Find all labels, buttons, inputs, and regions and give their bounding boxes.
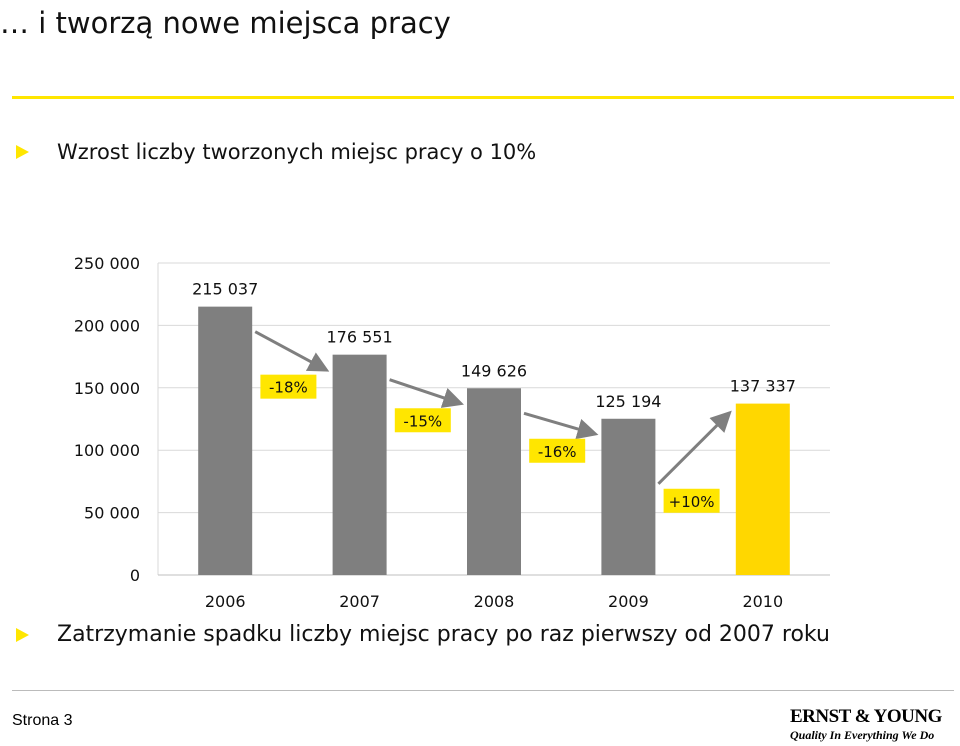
change-badge: [529, 438, 586, 463]
x-category-label: 2010: [742, 592, 783, 611]
bar-2007: [332, 354, 387, 575]
y-tick-label: 200 000: [74, 316, 140, 335]
logo-wordmark: ERNST & YOUNG: [790, 706, 942, 727]
y-tick-label: 100 000: [74, 441, 140, 460]
y-tick-label: 150 000: [74, 379, 140, 398]
bar-2006: [198, 306, 253, 575]
change-badge: [260, 374, 317, 399]
change-percent-label: -18%: [269, 379, 308, 397]
title-underline: [12, 96, 954, 99]
bar-2010: [735, 403, 790, 575]
x-category-label: 2009: [608, 592, 649, 611]
bullet-growth-text: Wzrost liczby tworzonych miejsc pracy o …: [57, 140, 537, 164]
bar-value-labels: 215 037 176 551 149 626 125 194 137 337: [192, 280, 796, 411]
change-percent-label: +10%: [669, 493, 715, 511]
page-number: Strona 3: [12, 712, 73, 729]
y-axis-ticks: 0 50 000 100 000 150 000 200 000 250 000: [74, 254, 140, 585]
change-arrow: [523, 411, 599, 440]
change-percent-label: -16%: [538, 443, 577, 461]
bar-value-label: 215 037: [192, 280, 258, 299]
y-tick-label: 0: [130, 566, 140, 585]
x-category-label: 2008: [474, 592, 515, 611]
change-arrow: [389, 378, 464, 408]
bullet-growth: Wzrost liczby tworzonych miejsc pracy o …: [16, 140, 536, 164]
bar-value-label: 137 337: [730, 377, 796, 396]
bullet-decline-stopped: Zatrzymanie spadku liczby miejsc pracy p…: [16, 622, 830, 647]
bullet-arrow-icon: [16, 627, 29, 642]
bar-value-label: 125 194: [595, 392, 661, 411]
x-axis-categories: 2006 2007 2008 2009 2010: [205, 592, 783, 611]
bullet-arrow-icon: [16, 145, 29, 159]
bar-2008: [467, 388, 521, 575]
y-tick-label: 50 000: [84, 504, 140, 523]
bar-value-label: 149 626: [461, 361, 527, 380]
bars: [198, 306, 790, 575]
logo-tagline: Quality In Everything We Do: [790, 728, 935, 742]
ernst-young-logo: ERNST & YOUNG Quality In Everything We D…: [790, 706, 958, 744]
change-badge: [663, 488, 720, 513]
change-arrow: [254, 330, 330, 372]
change-percent-label: -15%: [403, 412, 442, 430]
y-tick-label: 250 000: [74, 254, 140, 273]
slide-title: … i tworzą nowe miejsca pracy: [0, 6, 451, 40]
footer-divider: [12, 690, 954, 691]
bullet-decline-stopped-text: Zatrzymanie spadku liczby miejsc pracy p…: [57, 622, 830, 647]
change-arrow: [657, 410, 732, 485]
bar-value-label: 176 551: [327, 328, 393, 347]
x-category-label: 2006: [205, 592, 246, 611]
x-category-label: 2007: [339, 592, 380, 611]
change-badge: [394, 408, 451, 433]
bar-2009: [601, 418, 656, 575]
change-annotations: -18% -15% -16% +10%: [254, 330, 732, 513]
